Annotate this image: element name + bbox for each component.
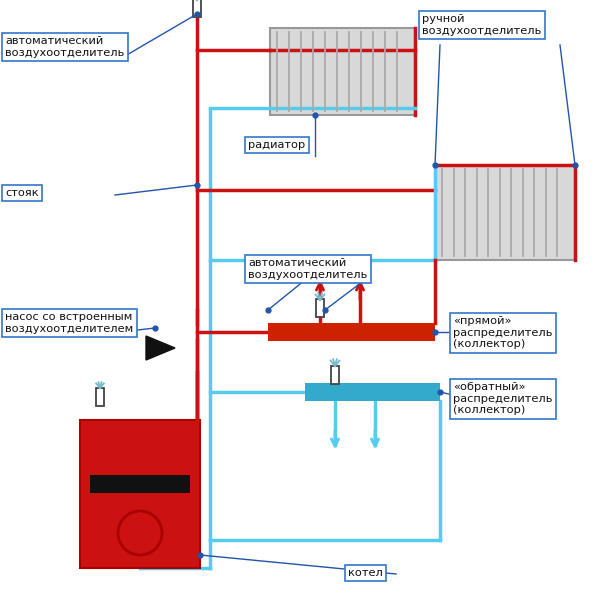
- Circle shape: [136, 324, 184, 372]
- Text: радиатор: радиатор: [248, 140, 305, 150]
- Text: автоматический
воздухоотделитель: автоматический воздухоотделитель: [5, 36, 124, 58]
- FancyBboxPatch shape: [305, 383, 440, 401]
- Text: котел: котел: [348, 568, 383, 578]
- Text: «обратный»
распределитель
(коллектор): «обратный» распределитель (коллектор): [453, 382, 553, 415]
- FancyBboxPatch shape: [270, 28, 415, 115]
- Text: ручной
воздухоотделитель: ручной воздухоотделитель: [422, 14, 541, 36]
- Text: «прямой»
распределитель
(коллектор): «прямой» распределитель (коллектор): [453, 316, 553, 349]
- FancyBboxPatch shape: [316, 299, 324, 317]
- FancyBboxPatch shape: [268, 323, 435, 341]
- FancyBboxPatch shape: [80, 420, 200, 568]
- FancyBboxPatch shape: [96, 388, 104, 406]
- Text: стояк: стояк: [5, 188, 38, 198]
- FancyBboxPatch shape: [331, 366, 339, 384]
- FancyBboxPatch shape: [193, 0, 201, 17]
- Polygon shape: [146, 336, 175, 360]
- FancyBboxPatch shape: [435, 165, 575, 260]
- FancyBboxPatch shape: [90, 475, 190, 493]
- Text: насос со встроенным
воздухоотделителем: насос со встроенным воздухоотделителем: [5, 312, 133, 334]
- Text: автоматический
воздухоотделитель: автоматический воздухоотделитель: [248, 258, 367, 280]
